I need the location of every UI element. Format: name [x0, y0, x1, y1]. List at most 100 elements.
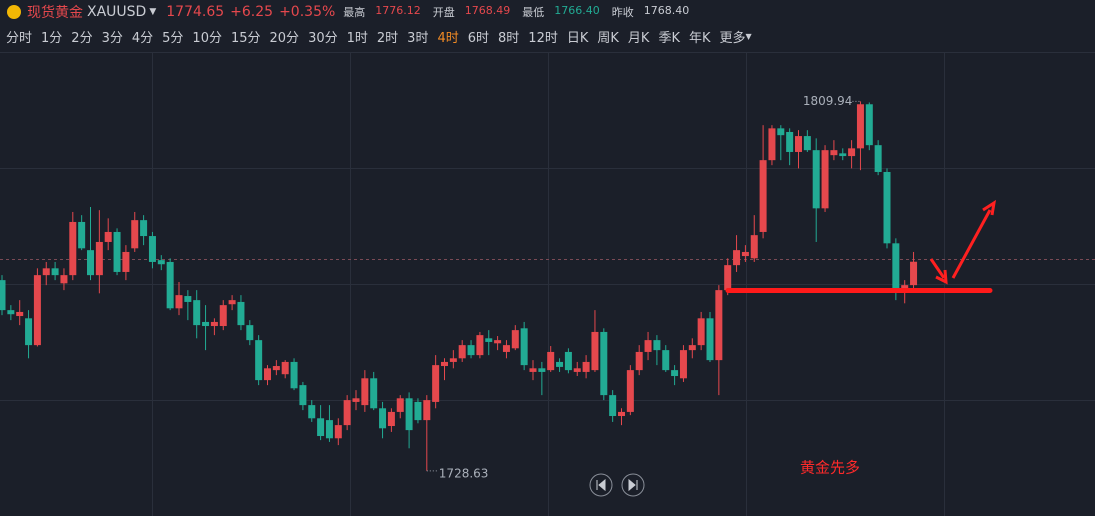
timeframe-tab[interactable]: 10分: [192, 31, 222, 46]
candle-body: [812, 150, 820, 209]
candle-body: [387, 411, 395, 427]
candle-body: [405, 398, 413, 431]
candle-body: [202, 321, 210, 327]
candle-body: [618, 411, 625, 417]
timeframe-tab[interactable]: 4分: [131, 31, 154, 46]
timeframe-tab[interactable]: 20分: [269, 31, 300, 46]
candle-body: [777, 128, 785, 136]
candle-body: [16, 311, 24, 317]
timeframe-tab[interactable]: 1时: [346, 31, 368, 46]
timeframe-tab[interactable]: 年K: [688, 31, 711, 46]
candle-body: [582, 361, 590, 372]
timeframe-tab[interactable]: 季K: [658, 31, 680, 46]
candle-body: [892, 243, 900, 289]
candle-body: [104, 231, 112, 242]
timeframe-tab[interactable]: 12时: [528, 31, 558, 46]
candle-body: [42, 268, 50, 276]
stat-value: 1768.40: [643, 4, 690, 17]
candle-body: [255, 340, 263, 381]
candle-body: [184, 296, 192, 302]
candle-body: [281, 361, 289, 375]
timeframe-tab[interactable]: 15分: [230, 31, 261, 46]
instrument-name: 现货黄金: [27, 5, 83, 21]
candle-body: [166, 261, 174, 309]
candle-body: [910, 261, 918, 286]
timeframe-tab[interactable]: 1分: [41, 31, 63, 46]
candle-body: [449, 358, 457, 362]
candle-body: [95, 241, 103, 276]
candle-body: [679, 350, 687, 379]
candle-body: [78, 221, 86, 249]
candle-body: [494, 340, 502, 344]
symbol[interactable]: XAUUSD: [87, 4, 147, 20]
candle-body: [644, 340, 652, 352]
candle-body: [25, 318, 33, 346]
stat-label: 最高: [343, 6, 366, 19]
candle-body: [626, 370, 634, 412]
timeframe-tab[interactable]: 周K: [597, 31, 619, 46]
stat-value: 1776.12: [375, 4, 421, 17]
candle-body: [122, 251, 130, 272]
candle-body: [317, 418, 325, 437]
candle-body: [724, 265, 732, 291]
candle-body: [759, 160, 767, 232]
timeframe-tab[interactable]: 4时: [437, 31, 459, 46]
candle-body: [325, 420, 333, 439]
next-icon: [628, 478, 638, 492]
background-grid: [0, 52, 1095, 516]
candle-body: [370, 378, 378, 409]
candle-body: [635, 351, 643, 371]
stat-label: 昨收: [611, 6, 634, 19]
candle-body: [600, 331, 608, 396]
max-label: 1809.94: [803, 94, 853, 108]
candle-body: [529, 368, 537, 372]
timeframe-tab[interactable]: 30分: [308, 31, 338, 46]
prev-icon: [596, 478, 606, 492]
candle-body: [821, 150, 829, 209]
candle-body: [697, 318, 705, 346]
candle-body: [131, 220, 139, 249]
candle-body: [573, 368, 581, 372]
candle-body: [0, 280, 6, 311]
candle-body: [556, 361, 564, 367]
candle-body: [193, 300, 201, 326]
candle-body: [396, 398, 404, 412]
timeframe-tab[interactable]: 月K: [627, 31, 650, 46]
timeframe-tab[interactable]: 5分: [162, 31, 184, 46]
candle-body: [839, 153, 847, 157]
candle-body: [856, 104, 864, 149]
playback-controls[interactable]: [589, 473, 645, 497]
change-pct: +0.35%: [279, 4, 336, 20]
candle-body: [511, 330, 519, 349]
candle-body: [60, 275, 68, 284]
header: 现货黄金 XAUUSD ▼ 1774.65 +6.25 +0.35% 最高 177…: [0, 0, 1095, 24]
candle-body: [272, 366, 280, 371]
change: +6.25: [230, 4, 274, 20]
candle-body: [547, 351, 555, 371]
candle-body: [520, 328, 528, 366]
candle-body: [786, 131, 794, 152]
candle-body: [795, 136, 802, 152]
timeframe-tab[interactable]: 6时: [467, 31, 490, 46]
dropdown-caret[interactable]: ▼: [149, 7, 157, 17]
timeframe-tab[interactable]: 分时: [6, 31, 33, 46]
candle-body: [662, 350, 670, 371]
candle-body: [874, 145, 882, 172]
candle-body: [113, 231, 121, 272]
stat-label: 最低: [522, 6, 545, 19]
timeframe-tab[interactable]: 2时: [376, 31, 399, 46]
timeframe-tab[interactable]: 3时: [407, 31, 429, 46]
timeframe-tabs: 分时 1分 2分 3分 4分 5分 10分 15分 20分 30分 1时 2时 3时 4时 6时 8时 12时日…: [6, 27, 752, 46]
timeframe-tab[interactable]: 2分: [71, 31, 93, 46]
candle-body: [803, 136, 811, 151]
timeframe-tab[interactable]: 3分: [101, 31, 123, 46]
candle-body: [715, 290, 723, 361]
candle-body: [157, 260, 165, 265]
annotation: 黄金先多: [800, 459, 860, 477]
timeframe-tab[interactable]: 8时: [498, 31, 520, 46]
timeframe-tab[interactable]: 日K: [566, 31, 589, 46]
candle-body: [237, 301, 245, 326]
timeframe-tab[interactable]: 更多: [719, 31, 746, 46]
drawn-arrows: [929, 199, 997, 285]
